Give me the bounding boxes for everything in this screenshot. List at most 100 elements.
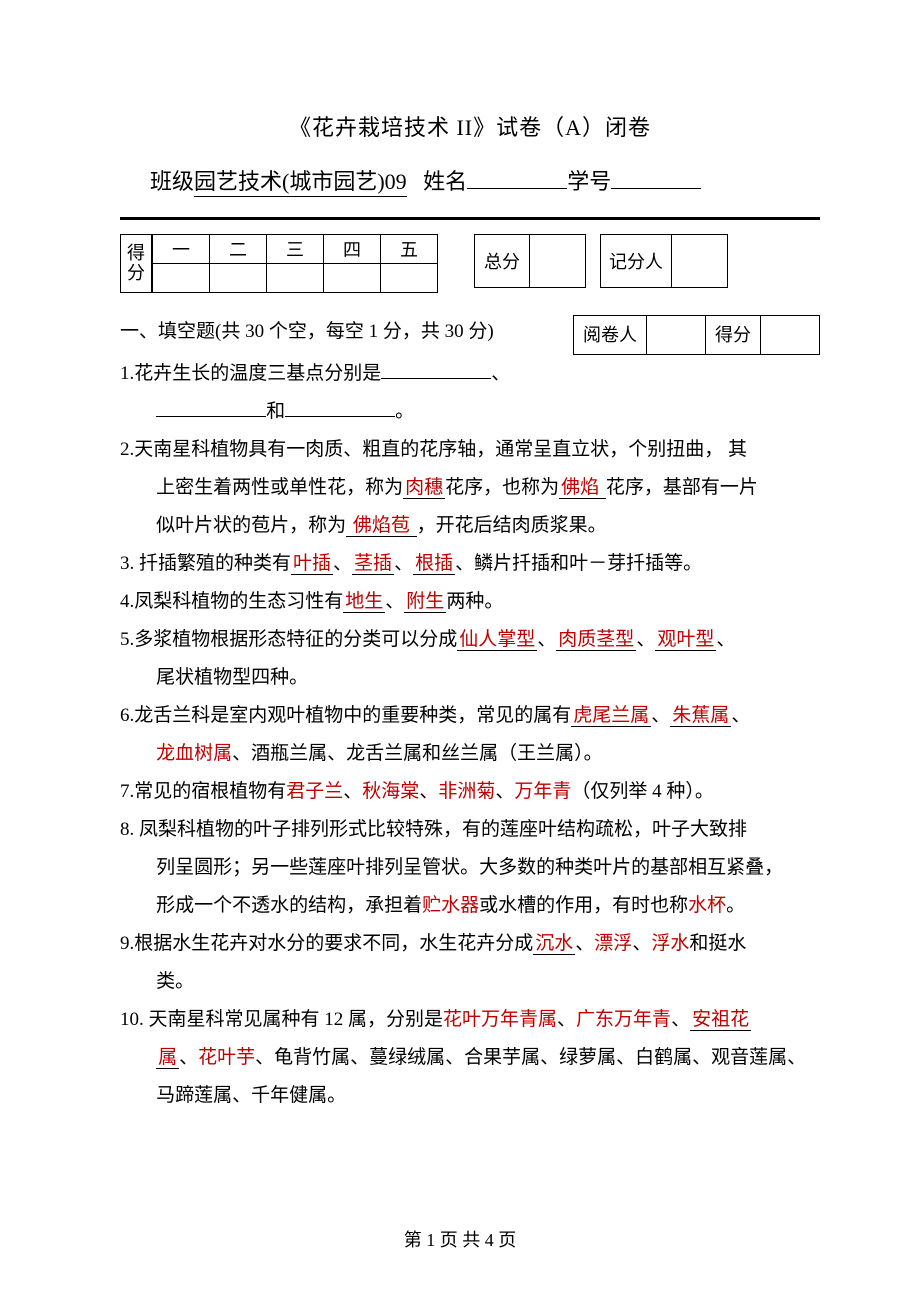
q5-line2: 尾状植物型四种。 [120, 659, 820, 697]
q8-line3: 形成一个不透水的结构，承担着贮水器或水槽的作用，有时也称水杯。 [120, 887, 820, 925]
q3-d: 、鳞片扦插和叶－芽扦插等。 [455, 553, 702, 574]
q9-ans2: 漂浮 [594, 933, 632, 954]
name-label: 姓名 [423, 169, 467, 194]
col-5: 五 [381, 235, 438, 264]
q7-b: 、 [343, 781, 362, 802]
q3-c: 、 [394, 553, 413, 574]
q5-c: 、 [636, 629, 655, 650]
q10-ans1: 花叶万年青属 [443, 1009, 557, 1030]
q7-ans3: 非洲菊 [438, 781, 495, 802]
recorder-label: 记分人 [600, 234, 672, 288]
q1-line2: 和。 [120, 393, 820, 431]
total-blank [530, 234, 586, 288]
q3-ans2: 茎插 [352, 553, 394, 575]
q4: 4.凤梨科植物的生态习性有地生、附生两种。 [120, 583, 820, 621]
id-blank [611, 166, 701, 189]
q1-blank3 [285, 397, 395, 417]
q9-d: 和挺水 [689, 933, 746, 954]
q6-a: 6.龙舌兰科是室内观叶植物中的重要种类，常见的属有 [120, 705, 571, 726]
score-table: 一 二 三 四 五 [152, 234, 438, 293]
q5-a: 5.多浆植物根据形态特征的分类可以分成 [120, 629, 457, 650]
score-cell [153, 264, 210, 293]
q5-b: 、 [537, 629, 556, 650]
q4-b: 、 [385, 591, 404, 612]
q5-ans2: 肉质茎型 [556, 629, 636, 651]
col-3: 三 [267, 235, 324, 264]
q10-b: 、 [557, 1009, 576, 1030]
q9-ans1: 沉水 [533, 933, 575, 955]
q9-b: 、 [575, 933, 594, 954]
score-header-row: 一 二 三 四 五 [153, 235, 438, 264]
q3-b: 、 [333, 553, 352, 574]
q9-a: 9.根据水生花卉对水分的要求不同，水生花卉分成 [120, 933, 533, 954]
q9-c: 、 [632, 933, 651, 954]
name-blank [467, 166, 567, 189]
q8-l3c: 。 [726, 895, 745, 916]
q2-l3b: ，开花后结肉质浆果。 [417, 515, 607, 536]
reviewer-table: 阅卷人 得分 [573, 315, 820, 355]
q3-ans1: 叶插 [291, 553, 333, 575]
q9-line1: 9.根据水生花卉对水分的要求不同，水生花卉分成沉水、漂浮、浮水和挺水 [120, 925, 820, 963]
q2-l2c: 花序，基部有一片 [606, 477, 758, 498]
q1-and: 和 [266, 401, 285, 422]
q6-c: 、 [731, 705, 750, 726]
q1-pre: 1.花卉生长的温度三基点分别是 [120, 363, 381, 384]
q4-a: 4.凤梨科植物的生态习性有 [120, 591, 343, 612]
q6-ans1: 虎尾兰属 [571, 705, 651, 727]
q10-line2: 属、花叶芋、龟背竹属、蔓绿绒属、合果芋属、绿萝属、白鹤属、观音莲属、 [120, 1039, 820, 1077]
q8-l3b: 或水槽的作用，有时也称 [479, 895, 688, 916]
col-2: 二 [210, 235, 267, 264]
q8-line2: 列呈圆形；另一些莲座叶排列呈管状。大多数的种类叶片的基部相互紧叠， [120, 849, 820, 887]
q1-blank2 [156, 397, 266, 417]
section1-head: 一、填空题(共 30 个空，每空 1 分，共 30 分) 阅卷人 得分 [120, 313, 820, 355]
col-1: 一 [153, 235, 210, 264]
q10-l2: 、龟背竹属、蔓绿绒属、合果芋属、绿萝属、白鹤属、观音莲属、 [255, 1047, 806, 1068]
q5-line1: 5.多浆植物根据形态特征的分类可以分成仙人掌型、肉质茎型、观叶型、 [120, 621, 820, 659]
q2-line3: 似叶片状的苞片，称为 佛焰苞 ，开花后结肉质浆果。 [120, 507, 820, 545]
q6-ans3: 龙血树属 [156, 743, 232, 764]
q5-ans1: 仙人掌型 [457, 629, 537, 651]
q7-ans2: 秋海棠 [362, 781, 419, 802]
q10-d: 、 [179, 1047, 198, 1068]
q10-ans3b: 属 [156, 1047, 179, 1069]
q1-end: 。 [395, 401, 414, 422]
total-label: 总分 [474, 234, 530, 288]
q8-ans2: 水杯 [688, 895, 726, 916]
q1-mid: 、 [491, 363, 510, 384]
q4-c: 两种。 [446, 591, 503, 612]
q7-a: 7.常见的宿根植物有 [120, 781, 286, 802]
subtitle-row: 班级 园艺技术(城市园艺)09 姓名学号 [150, 164, 820, 197]
q2-ans3: 佛焰苞 [346, 515, 417, 537]
recorder-blank [672, 234, 728, 288]
score-label: 得分 [706, 316, 761, 355]
reviewer-label: 阅卷人 [574, 316, 647, 355]
score-cell [267, 264, 324, 293]
q6-ans2: 朱蕉属 [670, 705, 731, 727]
q8-l3a: 形成一个不透水的结构，承担着 [156, 895, 422, 916]
q10-a: 10. 天南星科常见属种有 12 属，分别是 [120, 1009, 443, 1030]
q5-d: 、 [716, 629, 735, 650]
score-cell [381, 264, 438, 293]
q10-ans4: 花叶芋 [198, 1047, 255, 1068]
q9-line2: 类。 [120, 963, 820, 1001]
score-cell [324, 264, 381, 293]
q6-line1: 6.龙舌兰科是室内观叶植物中的重要种类，常见的属有虎尾兰属、朱蕉属、 [120, 697, 820, 735]
q2-line1: 2.天南星科植物具有一肉质、粗直的花序轴，通常呈直立状，个别扭曲， 其 [120, 431, 820, 469]
section1-heading: 一、填空题(共 30 个空，每空 1 分，共 30 分) [120, 313, 494, 351]
q7-ans1: 君子兰 [286, 781, 343, 802]
q1: 1.花卉生长的温度三基点分别是 、 [120, 355, 820, 393]
q7-ans4: 万年青 [514, 781, 571, 802]
q4-ans1: 地生 [343, 591, 385, 613]
q3-a: 3. 扦插繁殖的种类有 [120, 553, 291, 574]
q6-line2: 龙血树属、酒瓶兰属、龙舌兰属和丝兰属（王兰属）。 [120, 735, 820, 773]
body: 一、填空题(共 30 个空，每空 1 分，共 30 分) 阅卷人 得分 1.花卉… [120, 313, 820, 1115]
q10-ans3: 安祖花 [690, 1009, 751, 1031]
col-4: 四 [324, 235, 381, 264]
q10-ans2: 广东万年青 [576, 1009, 671, 1030]
q2-l2b: 花序，也称为 [445, 477, 559, 498]
class-value: 园艺技术(城市园艺)09 [194, 164, 407, 197]
q7-c: 、 [419, 781, 438, 802]
q2-ans2: 佛焰 [559, 477, 606, 499]
q2-l3a: 似叶片状的苞片，称为 [156, 515, 346, 536]
score-left: 得分 一 二 三 四 五 [120, 234, 438, 293]
